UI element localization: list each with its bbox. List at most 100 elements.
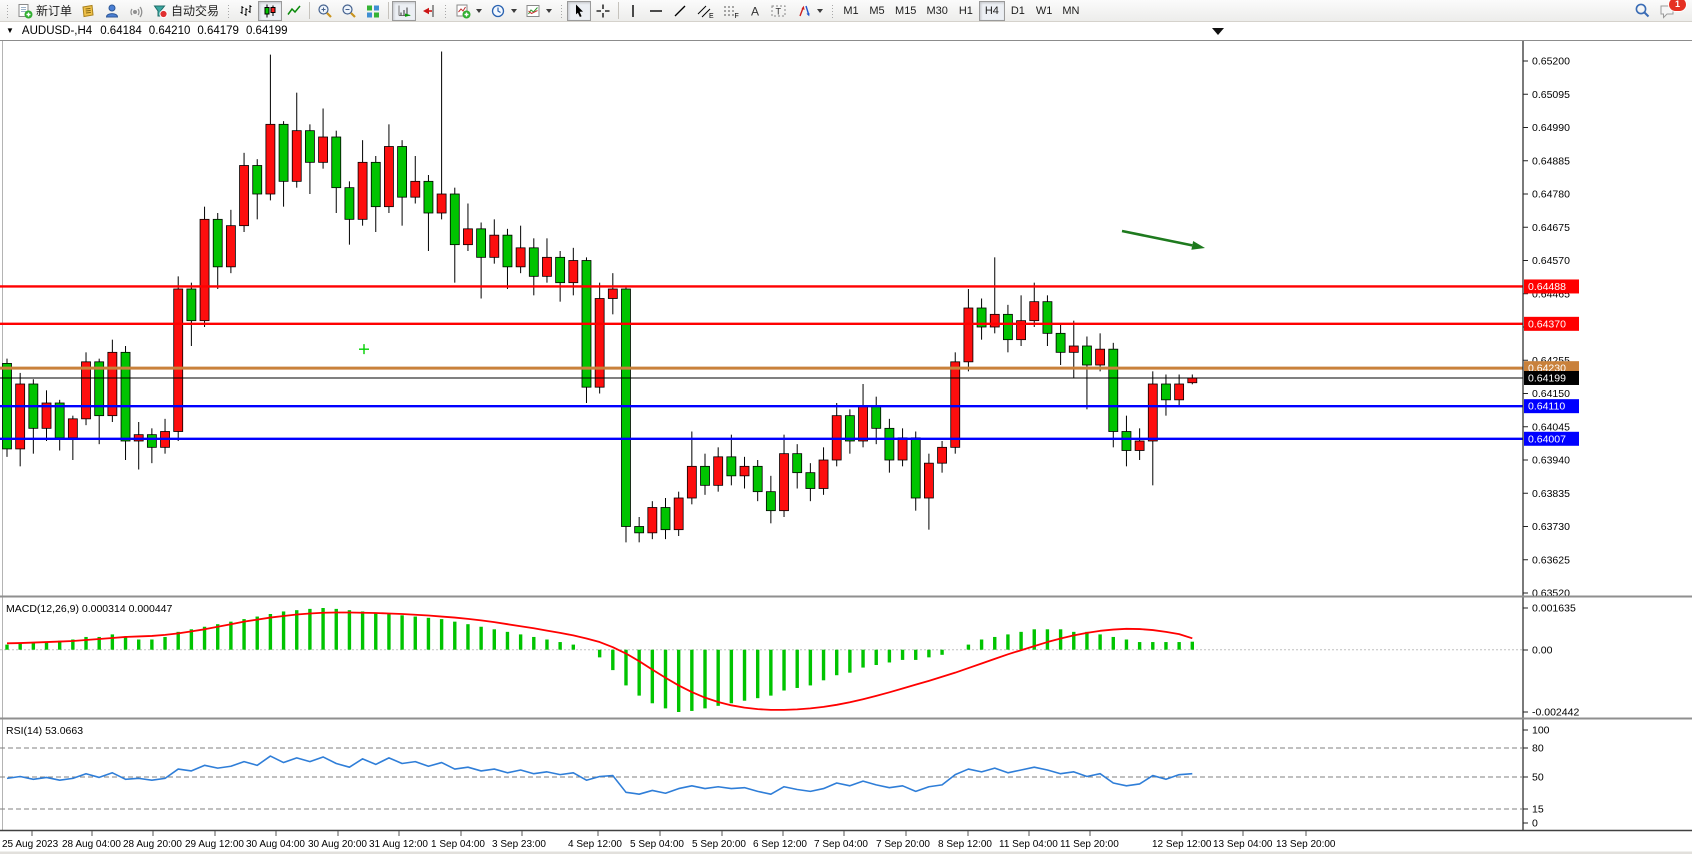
svg-text:E: E	[709, 13, 714, 19]
bar-chart-button[interactable]	[234, 1, 258, 21]
macd-axis-label: 0.001635	[1532, 603, 1576, 615]
zoom-out-button[interactable]	[337, 1, 361, 21]
templates-icon	[525, 3, 541, 19]
macd-histogram-bar	[848, 649, 852, 673]
candle	[331, 136, 342, 189]
macd-histogram-bar	[571, 644, 576, 650]
macd-histogram-bar	[426, 617, 431, 650]
search-button[interactable]	[1630, 1, 1655, 21]
macd-histogram-bar	[229, 621, 233, 650]
fibonacci-button[interactable]: F	[718, 1, 744, 21]
timeframe-m30[interactable]: M30	[921, 1, 952, 21]
toolbar-grip[interactable]	[5, 2, 10, 19]
candle	[1147, 383, 1158, 442]
date-label: 5 Sep 04:00	[630, 839, 684, 850]
timeframe-m5[interactable]: M5	[864, 1, 890, 21]
price-tick-label: 0.65200	[1532, 56, 1570, 68]
auto-trading-button[interactable]: 自动交易	[148, 1, 223, 21]
candle	[1042, 301, 1053, 334]
accounts-button[interactable]	[100, 1, 124, 21]
candle	[844, 415, 855, 442]
vertical-line-button[interactable]	[622, 1, 644, 21]
window-bottom-edge	[0, 851, 1692, 854]
candlestick-chart-button[interactable]	[258, 0, 283, 21]
macd-histogram-bar	[505, 631, 510, 650]
chart-window-button[interactable]	[76, 1, 100, 21]
chart-shift-marker[interactable]	[1212, 28, 1224, 35]
candle	[410, 180, 421, 198]
macd-histogram-bar	[914, 649, 918, 660]
timeframe-m15[interactable]: M15	[890, 1, 921, 21]
text-button[interactable]: A	[744, 1, 766, 21]
toolbar-grip[interactable]	[559, 2, 565, 19]
candle	[305, 130, 315, 163]
chart-collapse-icon[interactable]: ▼	[6, 26, 14, 35]
macd-histogram-bar	[716, 649, 720, 706]
zoom-in-button[interactable]	[313, 1, 337, 21]
arrows-tool-button[interactable]	[792, 1, 827, 21]
new-order-button[interactable]: 新订单	[13, 1, 76, 21]
macd-histogram-bar	[97, 636, 101, 650]
trendline-button[interactable]	[668, 1, 692, 21]
candle	[660, 507, 671, 531]
templates-button[interactable]	[521, 1, 556, 21]
macd-histogram-bar	[755, 649, 760, 699]
chart-shift-button[interactable]	[416, 1, 440, 21]
crosshair-button[interactable]	[591, 1, 615, 21]
candle	[278, 123, 289, 182]
macd-plot[interactable]	[0, 598, 1523, 718]
macd-indicator-label: MACD(12,26,9) 0.000314 0.000447	[6, 603, 173, 615]
date-label: 30 Aug 04:00	[246, 839, 305, 850]
price-badge	[1524, 316, 1579, 331]
macd-histogram-bar	[439, 619, 444, 650]
cursor-icon	[571, 3, 587, 19]
cross-marker-object[interactable]	[359, 344, 369, 355]
date-label: 29 Aug 12:00	[185, 839, 244, 850]
timeframe-d1[interactable]: D1	[1005, 1, 1031, 21]
date-label: 28 Aug 04:00	[62, 839, 121, 850]
svg-text:F: F	[735, 13, 739, 19]
macd-histogram-bar	[795, 649, 799, 688]
text-label-button[interactable]: T	[766, 1, 792, 21]
equidistant-channel-button[interactable]: E	[692, 1, 718, 21]
tile-windows-button[interactable]	[361, 1, 385, 21]
candle	[120, 351, 131, 442]
price-axis-area[interactable]	[1523, 41, 1692, 831]
toolbar-grip[interactable]	[443, 2, 449, 19]
horizontal-line-icon	[648, 3, 664, 19]
arrow-annotation-head[interactable]	[1191, 240, 1205, 250]
timeframe-mn[interactable]: MN	[1057, 1, 1084, 21]
signals-button[interactable]	[124, 1, 148, 21]
periods-button[interactable]	[486, 1, 521, 21]
timeframe-h1[interactable]: H1	[953, 1, 979, 21]
candle	[1095, 348, 1106, 366]
time-axis-area[interactable]	[0, 831, 1692, 853]
macd-histogram-bar	[163, 636, 167, 650]
price-tick-label: 0.64885	[1532, 155, 1570, 167]
timeframe-bar: M1 M5 M15 M30 H1 H4 D1 W1 MN	[838, 0, 1084, 21]
toolbar-grip[interactable]	[830, 2, 836, 19]
candlestick-chart-icon	[262, 3, 278, 19]
price-tick-label: 0.63730	[1532, 521, 1570, 533]
arrow-annotation-shaft[interactable]	[1121, 229, 1193, 247]
price-chart-plot[interactable]	[0, 41, 1523, 596]
price-tick-label: 0.64990	[1532, 122, 1570, 134]
candle	[357, 161, 368, 220]
indicators-button[interactable]	[451, 1, 486, 21]
horizontal-line-button[interactable]	[644, 1, 668, 21]
line-chart-button[interactable]	[282, 1, 306, 21]
rsi-plot[interactable]	[0, 720, 1523, 830]
chart-open-value: 0.64184	[100, 25, 142, 37]
candle	[318, 136, 328, 163]
cursor-button[interactable]	[567, 0, 592, 21]
toolbar-grip[interactable]	[226, 2, 232, 19]
timeframe-m1[interactable]: M1	[838, 1, 864, 21]
auto-scroll-button[interactable]	[392, 0, 417, 21]
timeframe-h4[interactable]: H4	[978, 0, 1005, 21]
macd-histogram-bar	[110, 634, 115, 650]
timeframe-w1[interactable]: W1	[1031, 1, 1058, 21]
macd-histogram-bar	[71, 639, 75, 650]
new-order-icon	[17, 3, 33, 19]
macd-histogram-bar	[782, 649, 786, 691]
